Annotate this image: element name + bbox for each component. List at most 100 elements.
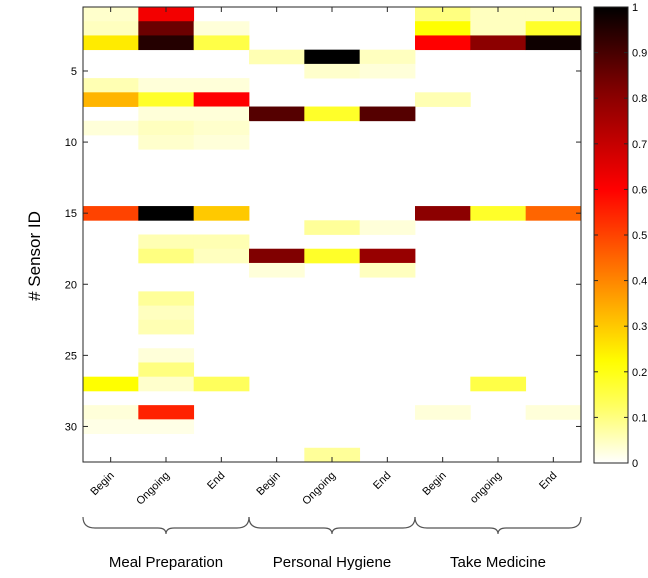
heatmap-cell: [138, 35, 195, 51]
heatmap-cell: [304, 106, 361, 122]
heatmap-cell: [83, 419, 139, 434]
colorbar: 0 0.1 0.2 0.3 0.4 0.5 0.6 0.7 0.8 0.9 1: [593, 2, 647, 470]
heatmap-cells: [83, 7, 582, 463]
heatmap-cell: [415, 405, 471, 420]
heatmap-cell: [83, 206, 139, 221]
y-axis-label: # Sensor ID: [25, 211, 44, 301]
colorbar-tick-label: 0.8: [632, 93, 647, 105]
heatmap-cell: [83, 7, 139, 22]
heatmap-cell: [193, 35, 250, 51]
heatmap-cell: [304, 248, 361, 264]
heatmap-cell: [249, 49, 305, 65]
heatmap-cell: [415, 35, 471, 51]
heatmap-cell: [470, 35, 527, 51]
heatmap-cell: [138, 348, 195, 363]
group-brace: [414, 516, 582, 535]
x-tick-label: ongoing: [468, 470, 504, 506]
heatmap-cell: [359, 262, 416, 278]
colorbar-tick-label: 0.3: [632, 321, 647, 333]
y-tick-label: 25: [65, 350, 77, 362]
heatmap-cell: [193, 21, 250, 36]
group-label: Personal Hygiene: [273, 554, 391, 571]
heatmap-cell: [83, 405, 139, 420]
group-brace: [248, 516, 416, 535]
heatmap-cell: [138, 362, 195, 378]
heatmap-cell: [249, 106, 305, 122]
group-label: Take Medicine: [450, 554, 546, 571]
heatmap-cell: [249, 262, 305, 278]
heatmap-cell: [193, 78, 250, 93]
colorbar-tick-label: 0.7: [632, 139, 647, 151]
heatmap-cell: [415, 7, 471, 22]
colorbar-tick-label: 0.1: [632, 412, 647, 424]
y-tick-label: 20: [65, 279, 77, 291]
heatmap-cell: [304, 49, 361, 65]
heatmap-cell: [359, 220, 416, 235]
heatmap-cell: [415, 92, 471, 107]
heatmap-cell: [193, 248, 250, 264]
heatmap-cell: [470, 21, 527, 36]
x-tick-label: End: [537, 470, 559, 492]
group-label: Meal Preparation: [109, 554, 223, 571]
x-tick-label: End: [371, 470, 393, 492]
heatmap-cell: [525, 405, 582, 420]
x-tick-label: Begin: [420, 470, 448, 498]
x-tick-label: Ongoing: [134, 470, 172, 508]
heatmap-cell: [470, 206, 527, 221]
heatmap-cell: [138, 248, 195, 264]
heatmap-cell: [83, 92, 139, 107]
colorbar-tick-label: 1: [632, 2, 638, 14]
colorbar-tick-label: 0.4: [632, 276, 647, 288]
y-tick-label: 10: [65, 137, 77, 149]
heatmap-cell: [138, 376, 195, 392]
heatmap-cell: [193, 134, 250, 150]
heatmap-cell: [138, 319, 195, 335]
heatmap-cell: [138, 206, 195, 221]
heatmap-cell: [138, 7, 195, 22]
heatmap-cell: [525, 21, 582, 36]
column-groups: Meal Preparation Personal Hygiene Take Med…: [82, 516, 582, 571]
y-tick-label: 5: [71, 66, 77, 78]
heatmap-cell: [249, 248, 305, 264]
colorbar-tick-label: 0.5: [632, 230, 647, 242]
colorbar-tick-label: 0.2: [632, 367, 647, 379]
heatmap-cell: [193, 376, 250, 392]
heatmap-cell: [193, 234, 250, 250]
heatmap-cell: [83, 35, 139, 51]
heatmap-cell: [83, 21, 139, 36]
heatmap-cell: [138, 234, 195, 250]
heatmap-cell: [138, 21, 195, 36]
heatmap-cell: [138, 291, 195, 306]
heatmap-cell: [415, 206, 471, 221]
heatmap-cell: [193, 106, 250, 122]
heatmap-cell: [304, 63, 361, 79]
heatmap-cell: [138, 92, 195, 107]
y-axis-ticks: 5 10 15 20 25 30: [65, 66, 581, 433]
heatmap-cell: [304, 447, 361, 463]
x-tick-label: Begin: [88, 470, 116, 498]
colorbar-tick-label: 0: [632, 458, 638, 470]
heatmap-cell: [138, 78, 195, 93]
x-tick-label: Begin: [254, 470, 282, 498]
colorbar-tick-label: 0.9: [632, 48, 647, 60]
heatmap-cell: [138, 419, 195, 434]
heatmap-cell: [415, 21, 471, 36]
heatmap-cell: [304, 220, 361, 235]
heatmap-cell: [359, 248, 416, 264]
colorbar-gradient: [593, 6, 629, 464]
heatmap-cell: [83, 376, 139, 392]
heatmap-cell: [138, 305, 195, 321]
heatmap-cell: [138, 134, 195, 150]
heatmap-cell: [138, 405, 195, 420]
y-tick-label: 15: [65, 208, 77, 220]
heatmap-cell: [359, 49, 416, 65]
colorbar-tick-label: 0.6: [632, 184, 647, 196]
heatmap-cell: [525, 7, 582, 22]
heatmap-cell: [359, 63, 416, 79]
heatmap-cell: [470, 376, 527, 392]
heatmap-cell: [83, 120, 139, 136]
heatmap-cell: [359, 106, 416, 122]
heatmap-cell: [138, 120, 195, 136]
heatmap-cell: [525, 35, 582, 51]
